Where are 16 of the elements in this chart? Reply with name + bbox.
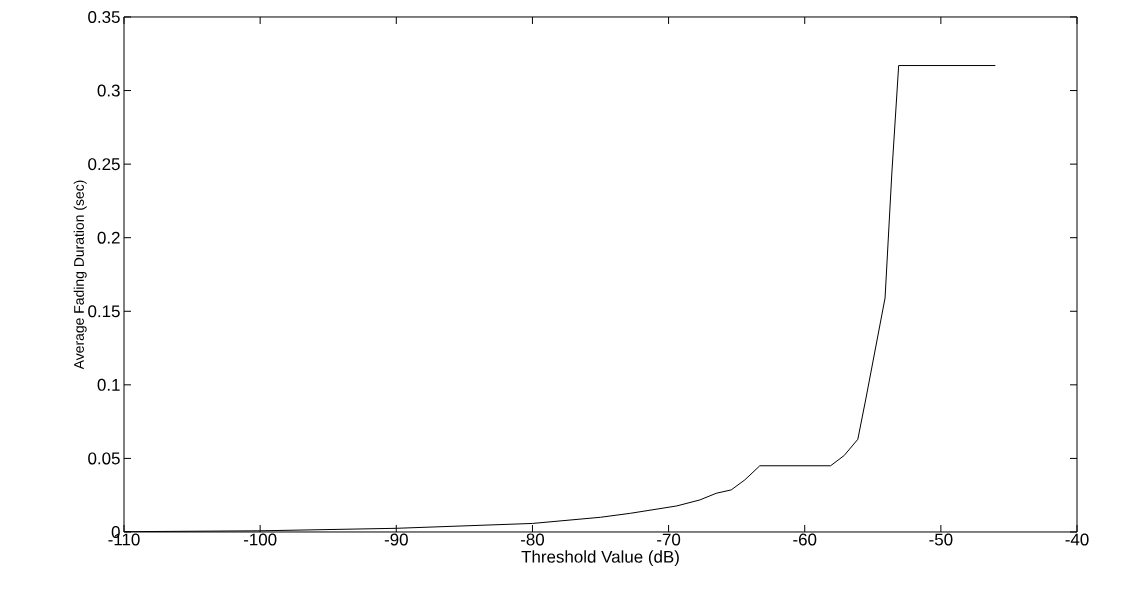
x-axis-title: Threshold Value (dB) — [521, 550, 679, 567]
x-tick-label: -70 — [657, 533, 681, 546]
y-tick-label: 0.1 — [97, 378, 120, 391]
x-tick-label: -60 — [793, 533, 817, 546]
x-tick-label: -40 — [1065, 533, 1089, 546]
y-tick-label: 0.2 — [97, 231, 120, 244]
y-tick-label: 0.05 — [88, 452, 120, 465]
y-tick-label: 0.15 — [88, 305, 120, 318]
y-axis-title: Average Fading Duration (sec) — [73, 180, 87, 370]
x-tick-label: -80 — [520, 533, 545, 546]
x-tick-label: -90 — [384, 533, 408, 546]
y-tick-label: 0.3 — [97, 84, 120, 97]
y-tick-label: 0.25 — [88, 158, 120, 171]
y-tick-label: 0.35 — [88, 10, 120, 23]
x-tick-label: -50 — [929, 533, 953, 546]
x-tick-label: -100 — [243, 533, 277, 546]
